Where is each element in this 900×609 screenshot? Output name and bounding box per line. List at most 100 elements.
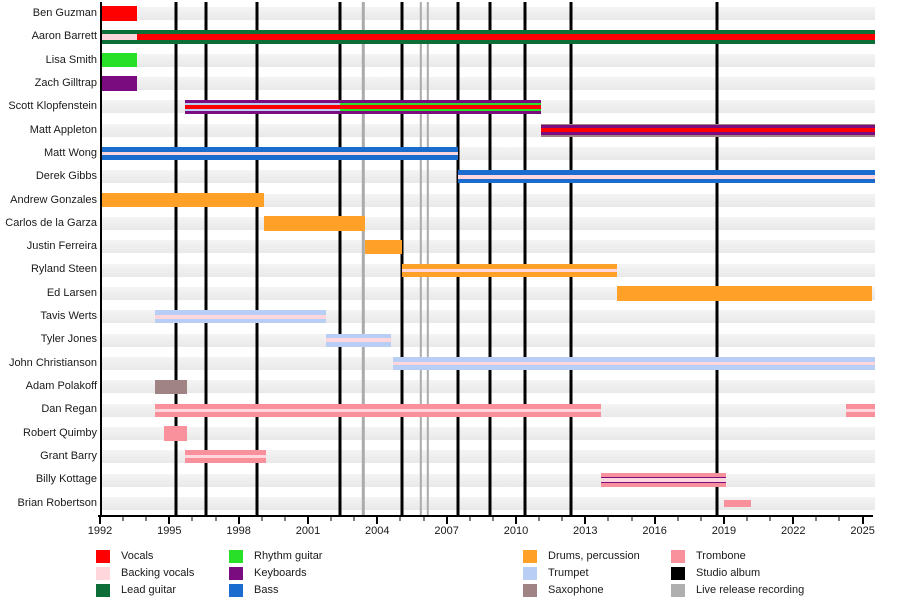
live-release-swatch xyxy=(671,583,685,597)
row-lane xyxy=(102,77,875,91)
member-bar xyxy=(723,500,752,507)
legend-label: Trumpet xyxy=(548,567,589,579)
studio-album-line xyxy=(488,2,492,515)
trumpet-stripe xyxy=(326,333,391,339)
keyboards-stripe xyxy=(601,481,726,484)
saxophone-swatch xyxy=(523,583,537,597)
legend-item: Lead guitar xyxy=(96,583,194,597)
x-tick-label: 2004 xyxy=(365,525,390,537)
trombone-stripe xyxy=(601,473,726,477)
member-label: Lisa Smith xyxy=(45,53,97,66)
member-bar xyxy=(326,333,391,347)
backing-vocals-stripe xyxy=(393,361,875,366)
row-lane xyxy=(102,333,875,347)
keyboards-stripe xyxy=(541,125,875,129)
legend: Vocals Backing vocals Lead guitar Rhythm gu… xyxy=(0,549,900,605)
x-tick-label: 2007 xyxy=(434,525,459,537)
minor-tick xyxy=(215,517,217,521)
plot-area xyxy=(100,2,875,515)
member-label: Aaron Barrett xyxy=(31,30,97,43)
member-label: Ed Larsen xyxy=(46,286,97,299)
member-label: Carlos de la Garza xyxy=(5,216,97,229)
legend-label: Trombone xyxy=(696,550,746,562)
legend-column: Vocals Backing vocals Lead guitar xyxy=(96,549,194,597)
lead-guitar-stripe xyxy=(102,39,137,44)
minor-tick xyxy=(191,517,193,521)
minor-tick xyxy=(330,517,332,521)
bass-stripe xyxy=(457,170,875,175)
studio-album-line xyxy=(400,2,404,515)
bass-stripe xyxy=(102,146,458,152)
member-label: Ben Guzman xyxy=(32,7,97,19)
member-bar xyxy=(185,450,267,464)
trombone-stripe xyxy=(155,403,602,409)
drums-stripe xyxy=(402,263,618,269)
legend-item: Live release recording xyxy=(671,583,804,597)
member-bar xyxy=(136,30,875,44)
x-tick-label: 2010 xyxy=(503,525,529,537)
legend-label: Lead guitar xyxy=(121,584,177,596)
member-bar xyxy=(155,310,327,324)
member-bar xyxy=(102,6,137,21)
member-bar xyxy=(102,76,137,91)
x-tick-label: 1992 xyxy=(87,525,113,537)
row-lane xyxy=(102,193,875,207)
keyboards-stripe xyxy=(541,132,875,136)
studio-album-line xyxy=(174,2,178,515)
x-tick-label: 2019 xyxy=(711,525,737,537)
vocals-stripe xyxy=(340,105,542,109)
saxophone-stripe xyxy=(541,123,875,126)
legend-label: Bass xyxy=(254,584,279,596)
studio-album-line xyxy=(523,2,527,515)
studio-album-swatch xyxy=(671,566,685,580)
trumpet-stripe xyxy=(393,365,875,371)
trumpet-stripe xyxy=(155,318,327,324)
minor-tick xyxy=(284,517,286,521)
row-lane xyxy=(102,53,875,67)
member-bar xyxy=(365,239,403,255)
row-lane xyxy=(102,496,875,510)
studio-album-line xyxy=(456,2,460,515)
trumpet-stripe xyxy=(155,310,327,315)
member-bar xyxy=(185,100,341,114)
major-tick xyxy=(445,517,448,524)
x-tick-label: 2022 xyxy=(781,525,806,537)
trumpet-stripe xyxy=(326,342,391,347)
backing-vocals-stripe xyxy=(846,408,875,412)
major-tick xyxy=(722,517,725,524)
drums-stripe xyxy=(263,216,366,231)
major-tick xyxy=(306,517,309,524)
member-bar xyxy=(102,30,137,44)
legend-label: Drums, percussion xyxy=(548,550,640,562)
vocals-stripe xyxy=(541,128,875,133)
minor-tick xyxy=(746,517,748,521)
major-tick xyxy=(584,517,587,524)
drums-stripe xyxy=(365,239,403,255)
legend-label: Live release recording xyxy=(696,584,805,596)
row-lane xyxy=(102,7,875,21)
member-label: Dan Regan xyxy=(41,403,97,416)
minor-tick xyxy=(353,517,355,521)
legend-label: Backing vocals xyxy=(121,567,195,579)
lead-guitar-swatch xyxy=(96,583,110,597)
minor-tick xyxy=(700,517,702,521)
trombone-stripe xyxy=(846,403,875,409)
minor-tick xyxy=(815,517,817,521)
legend-column: Drums, percussion Trumpet Saxophone xyxy=(523,549,640,597)
minor-tick xyxy=(399,517,401,521)
member-bar xyxy=(155,379,188,394)
x-tick-label: 2001 xyxy=(295,525,321,537)
studio-album-line xyxy=(255,2,259,515)
member-bar xyxy=(102,53,137,68)
legend-item: Saxophone xyxy=(523,583,640,597)
x-tick-label: 2013 xyxy=(573,525,598,537)
member-label: Robert Quimby xyxy=(23,426,97,439)
member-label: Justin Ferreira xyxy=(26,240,97,253)
member-bar xyxy=(102,146,458,161)
rhythm-guitar-stripe xyxy=(102,53,137,68)
member-label: Grant Barry xyxy=(40,449,97,462)
backing-vocals-swatch xyxy=(96,566,110,580)
live-release-line xyxy=(426,2,430,515)
rhythm-guitar-stripe xyxy=(340,103,542,105)
member-label: Zach Gilltrap xyxy=(34,76,97,89)
